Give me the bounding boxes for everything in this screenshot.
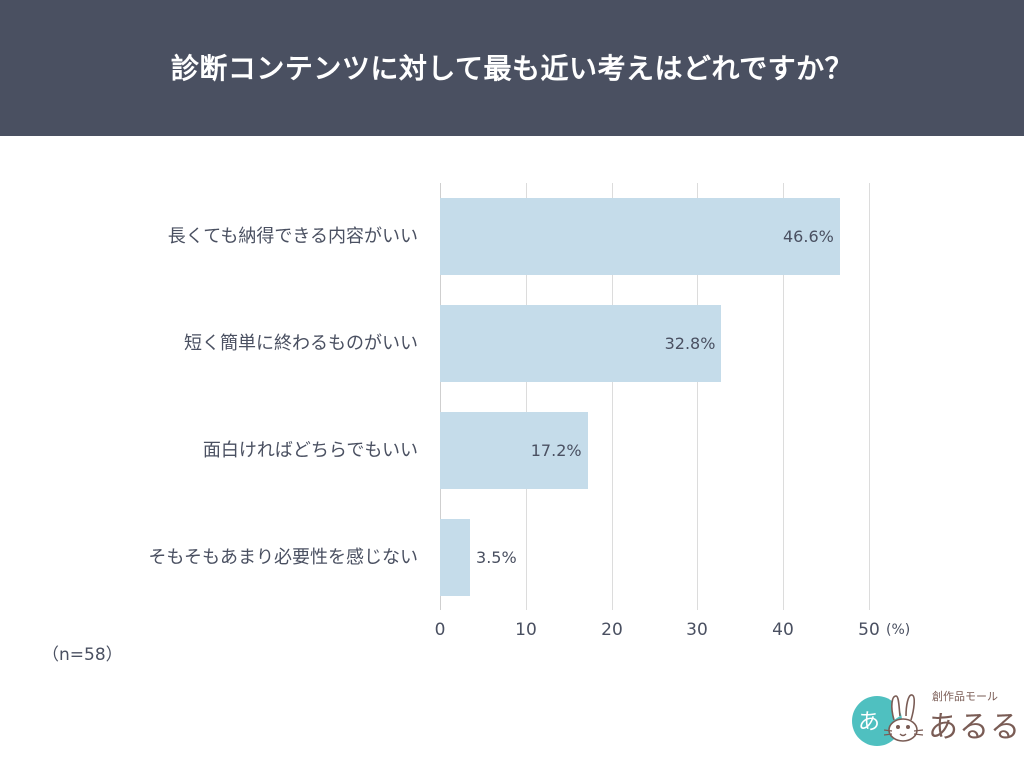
logo-subtitle: 創作品モール: [932, 690, 998, 703]
bar-value-label: 46.6%: [783, 227, 834, 246]
gridline: [697, 183, 698, 610]
sample-size-note: （n=58）: [42, 645, 123, 665]
x-tick-label: 20: [601, 620, 623, 640]
x-tick-label: 0: [434, 620, 446, 640]
gridline: [612, 183, 613, 610]
x-tick-label: 10: [515, 620, 537, 640]
x-tick-label: 40: [772, 620, 794, 640]
gridline: [869, 183, 870, 610]
x-tick-label: 30: [686, 620, 708, 640]
plot-area: 46.6% 32.8% 17.2% 3.5%: [440, 183, 870, 610]
bar: [440, 198, 840, 275]
x-axis-unit: (%): [886, 622, 911, 638]
logo-name: あるる: [928, 710, 1021, 745]
logo-glyph: あ: [858, 710, 881, 735]
header-banner: 診断コンテンツに対して最も近い考えはどれですか？: [0, 0, 1024, 136]
category-label: そもそもあまり必要性を感じない: [148, 547, 418, 568]
bar-value-label: 17.2%: [530, 441, 582, 460]
bar: [440, 412, 588, 489]
bar: [440, 519, 471, 596]
brand-logo: あ 創作品モール あるる: [850, 688, 1020, 752]
category-label: 面白ければどちらでもいい: [202, 440, 418, 461]
bar-value-label: 32.8%: [664, 334, 716, 353]
category-label: 長くても納得できる内容がいい: [167, 226, 418, 247]
rabbit-icon: [884, 694, 924, 742]
bar-value-label: 3.5%: [476, 548, 517, 567]
gridline: [440, 183, 441, 610]
category-label: 短く簡単に終わるものがいい: [184, 333, 418, 354]
x-tick-label: 50: [858, 620, 880, 640]
bar: [440, 305, 722, 382]
chart-title: 診断コンテンツに対して最も近い考えはどれですか？: [170, 52, 854, 85]
gridline: [783, 183, 784, 610]
gridline: [526, 183, 527, 610]
